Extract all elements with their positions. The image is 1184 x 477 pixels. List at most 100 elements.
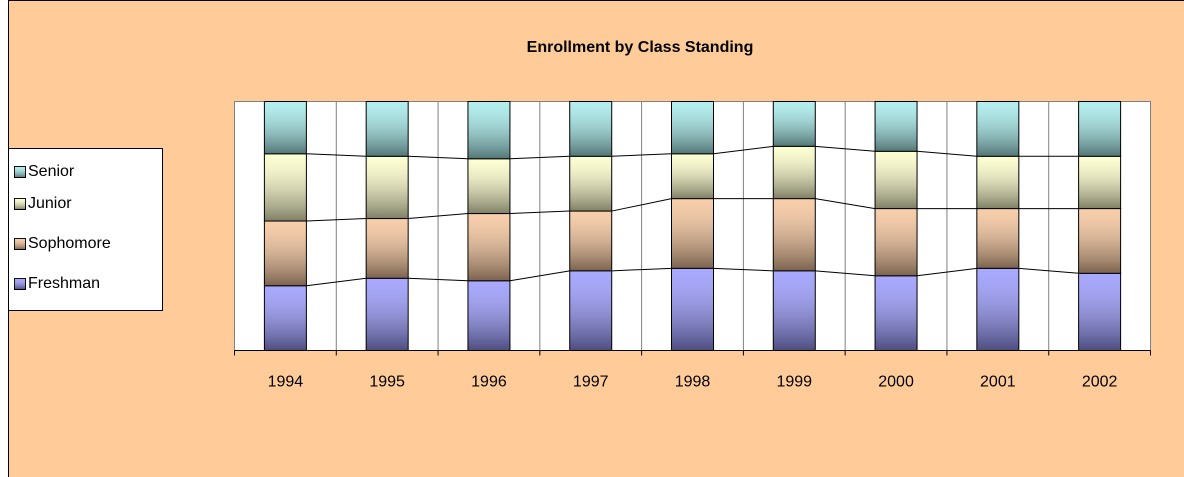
bar-segment — [1078, 155, 1122, 210]
series-line — [306, 277, 367, 287]
segment-shade — [671, 153, 714, 200]
bar-segment — [671, 267, 714, 351]
segment-shade — [874, 208, 918, 277]
bar-segment — [772, 101, 816, 147]
segment-shade — [365, 218, 409, 279]
segment-shade — [365, 155, 409, 220]
segment-shade — [976, 101, 1020, 157]
legend-label: Senior — [28, 163, 75, 180]
series-line — [509, 270, 570, 282]
x-tick-label: 1995 — [369, 374, 405, 391]
bar-segment — [365, 155, 409, 220]
legend-label: Junior — [28, 195, 72, 212]
bar-segment — [671, 101, 714, 155]
series-line — [611, 267, 672, 272]
series-line — [713, 145, 774, 155]
series-line — [916, 267, 977, 277]
segment-shade — [467, 158, 511, 215]
series-line — [815, 198, 876, 210]
legend — [8, 148, 163, 311]
chart-title: Enrollment by Class Standing — [527, 39, 754, 56]
legend-swatch-shade — [14, 278, 26, 290]
bar-segment — [874, 150, 918, 210]
bar-segment — [976, 208, 1020, 269]
bar-segment — [569, 101, 613, 157]
bar-segment — [365, 277, 409, 352]
x-tick-label: 1999 — [776, 374, 812, 391]
legend-swatch-shade — [14, 166, 26, 178]
x-tick-label: 2001 — [980, 374, 1016, 391]
segment-shade — [569, 155, 613, 212]
bar-segment — [874, 101, 918, 152]
segment-shade — [874, 101, 918, 152]
x-tick-label: 2002 — [1082, 374, 1118, 391]
segment-shade — [1078, 272, 1122, 351]
bar-segment — [263, 285, 307, 352]
segment-shade — [772, 101, 816, 147]
segment-shade — [1078, 101, 1122, 157]
bar-segment — [263, 220, 307, 287]
bar-segment — [874, 275, 918, 351]
segment-shade — [365, 277, 409, 352]
segment-shade — [467, 213, 511, 282]
segment-shade — [569, 210, 613, 272]
legend-label: Freshman — [28, 275, 100, 292]
segment-shade — [671, 101, 714, 155]
segment-shade — [263, 153, 307, 222]
bar-segment — [467, 280, 511, 351]
bar-segment — [263, 153, 307, 222]
bar-segment — [467, 213, 511, 282]
series-line — [509, 210, 570, 215]
bar-segment — [772, 198, 816, 272]
bar-segment — [467, 101, 511, 160]
segment-shade — [874, 150, 918, 210]
segment-shade — [671, 267, 714, 351]
bar-segment — [1078, 272, 1122, 351]
bar-segment — [569, 270, 613, 352]
segment-shade — [365, 101, 409, 157]
bar-segment — [976, 155, 1020, 210]
x-tick-label: 1996 — [471, 374, 507, 391]
series-line — [713, 267, 774, 272]
segment-shade — [1078, 208, 1122, 274]
legend-swatch-shade — [14, 198, 26, 210]
segment-shade — [671, 198, 714, 269]
series-line — [1018, 267, 1079, 274]
bar-segment — [772, 270, 816, 352]
segment-shade — [772, 145, 816, 200]
segment-shade — [976, 208, 1020, 269]
bar-segment — [467, 158, 511, 215]
series-line — [408, 277, 468, 282]
bar-segment — [671, 198, 714, 269]
series-line — [408, 213, 468, 220]
bar-segment — [569, 155, 613, 212]
segment-shade — [569, 101, 613, 157]
legend-label: Sophomore — [28, 235, 111, 252]
series-line — [917, 150, 977, 157]
series-line — [815, 270, 876, 277]
series-line — [408, 155, 468, 160]
segment-shade — [976, 155, 1020, 210]
bar-segment — [874, 208, 918, 277]
bar-segment — [1078, 101, 1122, 157]
segment-shade — [976, 267, 1020, 351]
series-line — [815, 145, 876, 152]
segment-shade — [1078, 155, 1122, 210]
x-tick-label: 1998 — [675, 374, 711, 391]
bar-segment — [569, 210, 613, 272]
bar-segment — [976, 267, 1020, 351]
series-line — [611, 198, 672, 212]
bar-segment — [671, 153, 714, 200]
segment-shade — [467, 101, 511, 160]
x-tick-label: 1994 — [268, 374, 304, 391]
segment-shade — [772, 270, 816, 352]
bar-segment — [365, 101, 409, 157]
segment-shade — [874, 275, 918, 351]
bar-segment — [1078, 208, 1122, 274]
segment-shade — [263, 101, 307, 155]
segment-shade — [569, 270, 613, 352]
segment-shade — [772, 198, 816, 272]
bar-segment — [976, 101, 1020, 157]
segment-shade — [263, 220, 307, 287]
